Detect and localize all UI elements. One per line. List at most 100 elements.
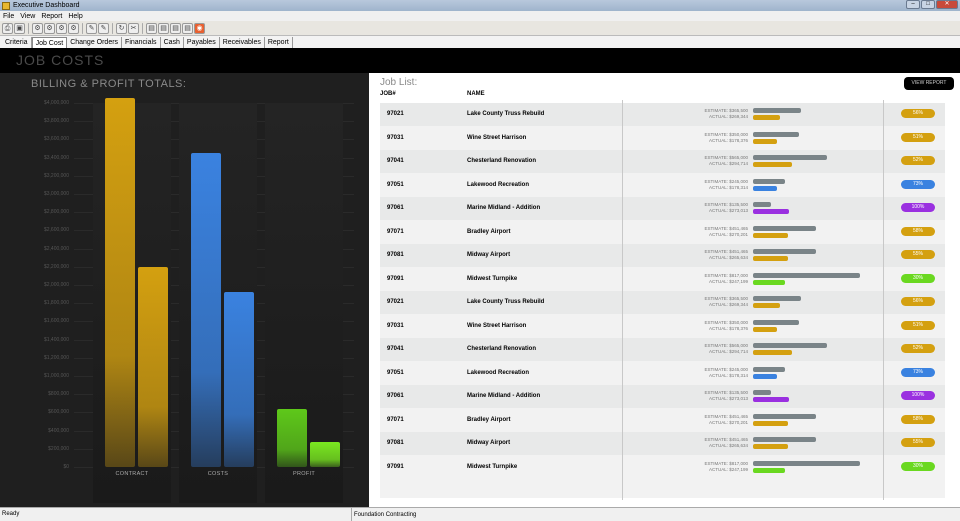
actual-text: ACTUAL: $178,314 (708, 184, 748, 190)
actual-bar (753, 350, 792, 355)
estimate-text: ESTIMATE: $350,000 (704, 131, 748, 137)
table-row[interactable]: 97041 Chesterland Renovation ESTIMATE: $56… (380, 338, 945, 361)
estimate-bar (753, 225, 817, 231)
document-icon[interactable]: ▤ (158, 22, 169, 34)
menu-file[interactable]: File (3, 12, 15, 20)
actual-bar (753, 279, 786, 285)
actual-text: ACTUAL: $269,344 (708, 114, 748, 119)
job-number: 97031 (387, 134, 404, 141)
table-row[interactable]: 97091 Midwest Turnpike ESTIMATE: $817,000 A… (380, 456, 945, 479)
view-report-button[interactable]: VIEW REPORT (904, 77, 954, 90)
tab-change-orders[interactable]: Change Orders (67, 37, 123, 48)
table-row[interactable]: 97031 Wine Street Harrison ESTIMATE: $350,… (380, 315, 945, 338)
y-tick-label: $400,000 (48, 427, 69, 434)
actual-text: ACTUAL: $178,314 (708, 372, 748, 378)
table-row[interactable]: 97021 Lake County Truss Rebuild ESTIMATE: … (380, 103, 945, 126)
settings-icon[interactable]: ⚙ (68, 22, 79, 34)
y-tick-label: $3,600,000 (43, 136, 69, 143)
tab-report[interactable]: Report (265, 37, 293, 48)
actual-bar (753, 232, 789, 238)
print-icon[interactable]: ⎙ (2, 22, 13, 34)
table-row[interactable]: 97061 Marine Midland - Addition ESTIMATE: … (380, 385, 945, 408)
tab-job-cost[interactable]: Job Cost (31, 37, 68, 48)
actual-bar (753, 444, 789, 449)
bar-costs-2 (224, 292, 254, 467)
title-bar: Executive Dashboard – □ ✕ (0, 0, 960, 11)
job-number: 97071 (387, 416, 404, 423)
job-number: 97041 (387, 346, 404, 352)
table-row[interactable]: 97031 Wine Street Harrison ESTIMATE: $350,… (380, 127, 945, 150)
table-row[interactable]: 97081 Midway Airport ESTIMATE: $451,465 ACT… (380, 244, 945, 267)
actual-bar (753, 138, 777, 144)
settings-icon[interactable]: ⚙ (56, 22, 67, 34)
estimate-bar (753, 202, 772, 207)
table-row[interactable]: 97051 Lakewood Recreation ESTIMATE: $245,0… (380, 362, 945, 385)
page-title: JOB COSTS (0, 48, 960, 73)
menu-view[interactable]: View (20, 12, 36, 20)
estimate-bar (753, 366, 786, 372)
y-tick-label: $600,000 (48, 409, 69, 416)
tab-cash[interactable]: Cash (161, 37, 184, 48)
actual-text: ACTUAL: $265,634 (708, 443, 748, 448)
table-row[interactable]: 97091 Midwest Turnpike ESTIMATE: $817,000 A… (380, 268, 945, 291)
job-number: 97051 (387, 181, 404, 188)
actual-bar (753, 373, 777, 379)
tab-payables[interactable]: Payables (184, 37, 220, 48)
table-row[interactable]: 97081 Midway Airport ESTIMATE: $451,465 ACT… (380, 432, 945, 455)
actual-text: ACTUAL: $270,201 (708, 231, 748, 237)
job-name: Lake County Truss Rebuild (467, 111, 545, 117)
y-tick-label: $0 (63, 464, 69, 470)
tab-financials[interactable]: Financials (122, 37, 161, 48)
job-name: Midwest Turnpike (467, 463, 518, 470)
y-tick-label: $4,000,000 (43, 100, 69, 106)
percent-badge: 100% (901, 391, 935, 400)
percent-badge: 30% (901, 273, 935, 283)
maximize-button[interactable]: □ (921, 0, 935, 9)
percent-badge: 51% (901, 320, 935, 330)
table-row[interactable]: 97061 Marine Midland - Addition ESTIMATE: … (380, 197, 945, 220)
menu-help[interactable]: Help (68, 12, 83, 20)
actual-text: ACTUAL: $265,634 (708, 255, 748, 260)
job-list-panel: Job List: JOB# NAME VIEW REPORT 97021 Lak… (369, 73, 960, 507)
app-icon (2, 1, 10, 10)
actual-bar (753, 303, 780, 308)
settings-icon[interactable]: ⚙ (44, 22, 55, 34)
percent-badge: 73% (901, 179, 935, 189)
estimate-bar (753, 131, 799, 137)
bar-contract-2 (138, 266, 168, 467)
table-row[interactable]: 97071 Bradley Airport ESTIMATE: $451,465 AC… (380, 221, 945, 244)
actual-text: ACTUAL: $178,376 (708, 137, 748, 143)
refresh-icon[interactable]: ↻ (116, 22, 127, 34)
y-tick-label: $3,800,000 (43, 118, 69, 125)
table-row[interactable]: 97071 Bradley Airport ESTIMATE: $451,465 AC… (380, 409, 945, 432)
document-icon[interactable]: ▤ (182, 22, 193, 34)
job-name: Marine Midland - Addition (467, 393, 541, 399)
actual-text: ACTUAL: $178,376 (708, 325, 748, 331)
minimize-button[interactable]: – (906, 0, 920, 9)
alert-icon[interactable]: ◉ (194, 22, 205, 34)
table-row[interactable]: 97051 Lakewood Recreation ESTIMATE: $245,0… (380, 174, 945, 197)
column-divider (622, 100, 623, 500)
estimate-bar (753, 296, 802, 301)
tools-icon[interactable]: ✂ (128, 22, 139, 34)
estimate-text: ESTIMATE: $245,000 (704, 178, 748, 184)
tab-criteria[interactable]: Criteria (2, 37, 32, 48)
estimate-text: ESTIMATE: $350,000 (704, 319, 748, 325)
menu-report[interactable]: Report (41, 12, 63, 20)
estimate-bar (753, 460, 860, 466)
table-row[interactable]: 97021 Lake County Truss Rebuild ESTIMATE: … (380, 291, 945, 314)
wrench-icon[interactable]: ✎ (98, 22, 109, 34)
document-icon[interactable]: ▤ (170, 22, 181, 34)
job-number: 97061 (387, 205, 404, 211)
close-button[interactable]: ✕ (936, 0, 958, 9)
wrench-icon[interactable]: ✎ (86, 22, 97, 34)
actual-text: ACTUAL: $269,344 (708, 302, 748, 307)
bar-profit-1 (277, 408, 307, 467)
document-icon[interactable]: ▤ (146, 22, 157, 34)
estimate-bar (753, 319, 799, 325)
actual-bar (753, 162, 792, 167)
tab-receivables[interactable]: Receivables (220, 37, 265, 48)
save-icon[interactable]: ▣ (14, 22, 25, 34)
settings-icon[interactable]: ⚙ (32, 22, 43, 34)
table-row[interactable]: 97041 Chesterland Renovation ESTIMATE: $56… (380, 150, 945, 173)
